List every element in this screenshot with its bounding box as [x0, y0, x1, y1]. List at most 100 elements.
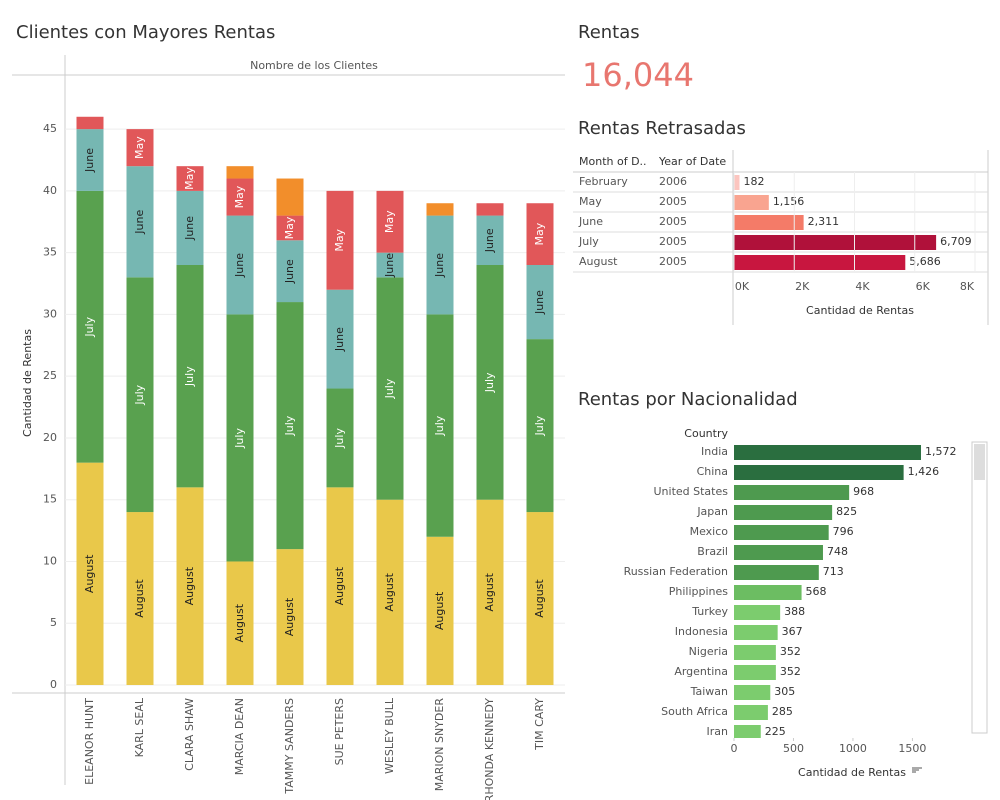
bar	[734, 195, 769, 210]
bar	[734, 485, 850, 500]
segment-label: July	[83, 316, 96, 337]
bar-segment	[176, 166, 204, 191]
bar-segment	[326, 289, 354, 389]
segment-label: July	[183, 366, 196, 387]
value-label: 182	[743, 175, 764, 188]
bar	[734, 215, 804, 230]
segment-label: July	[433, 415, 446, 436]
y-tick-label: 40	[43, 184, 57, 197]
segment-label: June	[533, 290, 546, 315]
segment-label: August	[83, 554, 96, 593]
bar-segment	[376, 499, 404, 685]
category-label: Japan	[696, 505, 728, 518]
bar	[734, 645, 776, 660]
value-label: 388	[784, 605, 805, 618]
bar-segment	[76, 116, 104, 130]
y-axis-label: Cantidad de Rentas	[21, 329, 34, 437]
category-label: United States	[654, 485, 729, 498]
category-label: Argentina	[674, 665, 728, 678]
x-tick-label: 500	[783, 742, 804, 755]
bar-segment	[276, 240, 304, 303]
bar	[734, 705, 768, 720]
x-header: Nombre de los Clientes	[250, 59, 378, 72]
bar-segment	[76, 462, 104, 685]
bar-segment	[326, 388, 354, 488]
bar-segment	[476, 215, 504, 265]
y-tick-label: 25	[43, 369, 57, 382]
category-label: Indonesia	[675, 625, 728, 638]
segment-label: June	[183, 216, 196, 241]
category-label: Iran	[707, 725, 729, 738]
x-tick-label: 6K	[916, 280, 931, 293]
value-label: 713	[823, 565, 844, 578]
bar-segment	[126, 166, 154, 278]
x-tick-label: WESLEY BULL	[383, 697, 396, 774]
bar-segment	[526, 203, 554, 265]
x-tick-label: SUE PETERS	[333, 698, 346, 765]
bar	[734, 175, 740, 190]
bar-segment	[426, 215, 454, 315]
chart-title: Clientes con Mayores Rentas	[16, 22, 275, 43]
scrollbar[interactable]	[971, 441, 988, 734]
segment-label: July	[483, 372, 496, 393]
x-tick-label: 0	[731, 742, 738, 755]
segment-label: May	[383, 210, 396, 233]
segment-label: May	[133, 136, 146, 159]
bar	[734, 525, 829, 540]
x-tick-label: 1000	[839, 742, 867, 755]
value-label: 352	[780, 645, 801, 658]
bar-segment	[526, 265, 554, 340]
bar-segment	[326, 487, 354, 685]
column-header: Month of D..	[579, 155, 647, 168]
bar	[734, 725, 761, 738]
y-tick-label: 5	[50, 616, 57, 629]
y-tick-label: 15	[43, 493, 57, 506]
category-label: Turkey	[691, 605, 728, 618]
bar	[734, 235, 937, 250]
segment-label: June	[433, 253, 446, 278]
category-label: India	[701, 445, 728, 458]
bar-segment	[226, 215, 254, 315]
chart-title: Rentas Retrasadas	[578, 118, 746, 139]
value-label: 285	[772, 705, 793, 718]
x-tick-label: TIM CARY	[533, 698, 546, 751]
category-label: Brazil	[697, 545, 728, 558]
segment-label: May	[283, 216, 296, 239]
value-label: 1,156	[773, 195, 805, 208]
segment-label: July	[533, 415, 546, 436]
bar	[734, 445, 921, 460]
bar-segment	[176, 487, 204, 685]
bar	[734, 585, 802, 600]
bar	[734, 545, 823, 560]
category-label: China	[697, 465, 728, 478]
bar-segment	[376, 190, 404, 253]
value-label: 1,572	[925, 445, 957, 458]
bar-segment	[226, 178, 254, 216]
cell: July	[578, 235, 599, 248]
value-label: 225	[765, 725, 786, 738]
value-label: 796	[833, 525, 854, 538]
bar-segment	[126, 512, 154, 685]
bar-segment	[476, 499, 504, 685]
x-tick-label: 0K	[735, 280, 750, 293]
segment-label: June	[283, 259, 296, 284]
y-tick-label: 10	[43, 554, 57, 567]
category-label: South Africa	[661, 705, 728, 718]
x-tick-label: MARION SNYDER	[433, 698, 446, 792]
cell: February	[579, 175, 628, 188]
bar-segment	[526, 512, 554, 685]
y-tick-label: 20	[43, 431, 57, 444]
category-label: Russian Federation	[624, 565, 728, 578]
segment-label: July	[333, 428, 346, 449]
segment-label: July	[233, 428, 246, 449]
value-label: 2,311	[808, 215, 840, 228]
category-label: Taiwan	[690, 685, 728, 698]
bar	[734, 605, 781, 620]
segment-label: June	[133, 210, 146, 235]
value-label: 367	[782, 625, 803, 638]
bar-segment	[376, 252, 404, 278]
cell: June	[578, 215, 603, 228]
scroll-thumb[interactable]	[974, 444, 985, 480]
bar-segment	[226, 314, 254, 562]
bar-segment	[126, 277, 154, 513]
